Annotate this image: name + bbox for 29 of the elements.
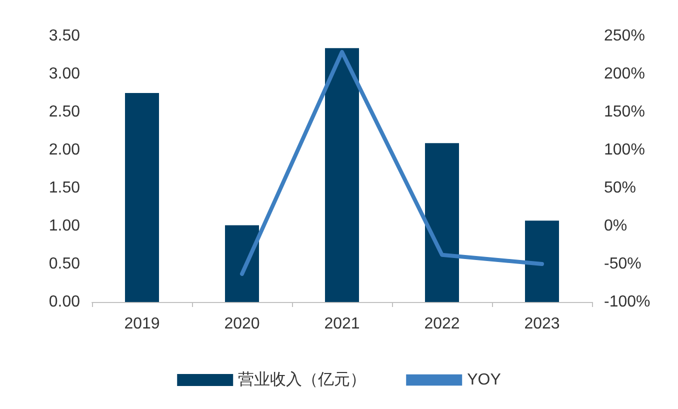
legend-label: YOY — [467, 372, 502, 388]
x-tick-label: 2019 — [124, 316, 160, 332]
y2-tick-label: -100% — [604, 294, 650, 310]
y2-tick-label: 50% — [604, 180, 636, 196]
x-tick-label: 2020 — [224, 316, 260, 332]
bar — [425, 143, 459, 302]
y2-tick-label: 0% — [604, 218, 628, 234]
y-tick-label: 3.50 — [48, 28, 80, 44]
bar — [525, 220, 559, 302]
x-tick-label: 2023 — [524, 316, 560, 332]
y-tick-label: 3.00 — [48, 66, 80, 82]
y2-tick-label: 250% — [604, 28, 645, 44]
line-series — [240, 50, 544, 276]
y-tick-label: 1.00 — [48, 218, 80, 234]
y-tick-label: 2.00 — [48, 142, 80, 158]
y2-tick-label: -50% — [604, 256, 642, 272]
y-tick-label: 0.50 — [48, 256, 80, 272]
bar — [325, 48, 359, 302]
y2-tick-label: 100% — [604, 142, 645, 158]
bar — [125, 93, 159, 302]
y-tick-label: 0.00 — [48, 294, 80, 310]
y2-tick-label: 150% — [604, 104, 645, 120]
legend-label: 营业收入（亿元） — [238, 370, 366, 388]
x-tick-label: 2021 — [324, 316, 360, 332]
y-tick-label: 1.50 — [48, 180, 80, 196]
bar — [225, 225, 259, 302]
y-tick-label: 2.50 — [48, 104, 80, 120]
x-tick-label: 2022 — [424, 316, 460, 332]
y2-tick-label: 200% — [604, 66, 645, 82]
